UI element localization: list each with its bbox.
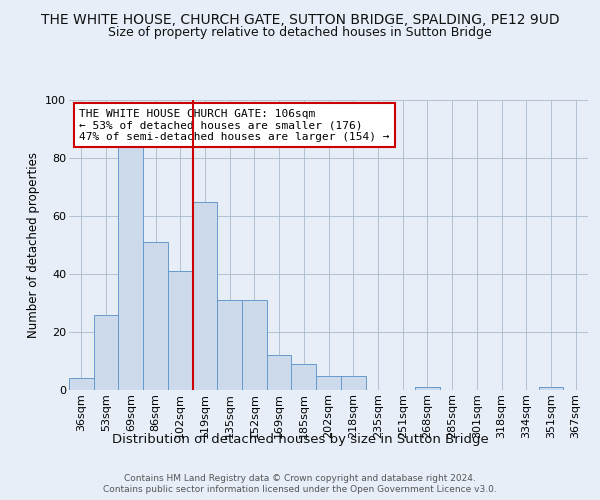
Text: THE WHITE HOUSE CHURCH GATE: 106sqm
← 53% of detached houses are smaller (176)
4: THE WHITE HOUSE CHURCH GATE: 106sqm ← 53… — [79, 108, 390, 142]
Bar — [242, 300, 267, 390]
Bar — [94, 314, 118, 390]
Bar — [415, 387, 440, 390]
Y-axis label: Number of detached properties: Number of detached properties — [26, 152, 40, 338]
Bar — [168, 271, 193, 390]
Bar — [69, 378, 94, 390]
Text: Size of property relative to detached houses in Sutton Bridge: Size of property relative to detached ho… — [108, 26, 492, 39]
Bar — [539, 387, 563, 390]
Text: Contains HM Land Registry data © Crown copyright and database right 2024.: Contains HM Land Registry data © Crown c… — [124, 474, 476, 483]
Bar — [118, 144, 143, 390]
Text: THE WHITE HOUSE, CHURCH GATE, SUTTON BRIDGE, SPALDING, PE12 9UD: THE WHITE HOUSE, CHURCH GATE, SUTTON BRI… — [41, 12, 559, 26]
Text: Contains public sector information licensed under the Open Government Licence v3: Contains public sector information licen… — [103, 485, 497, 494]
Bar — [267, 355, 292, 390]
Bar — [316, 376, 341, 390]
Bar — [143, 242, 168, 390]
Bar — [193, 202, 217, 390]
Bar — [341, 376, 365, 390]
Text: Distribution of detached houses by size in Sutton Bridge: Distribution of detached houses by size … — [112, 432, 488, 446]
Bar — [292, 364, 316, 390]
Bar — [217, 300, 242, 390]
